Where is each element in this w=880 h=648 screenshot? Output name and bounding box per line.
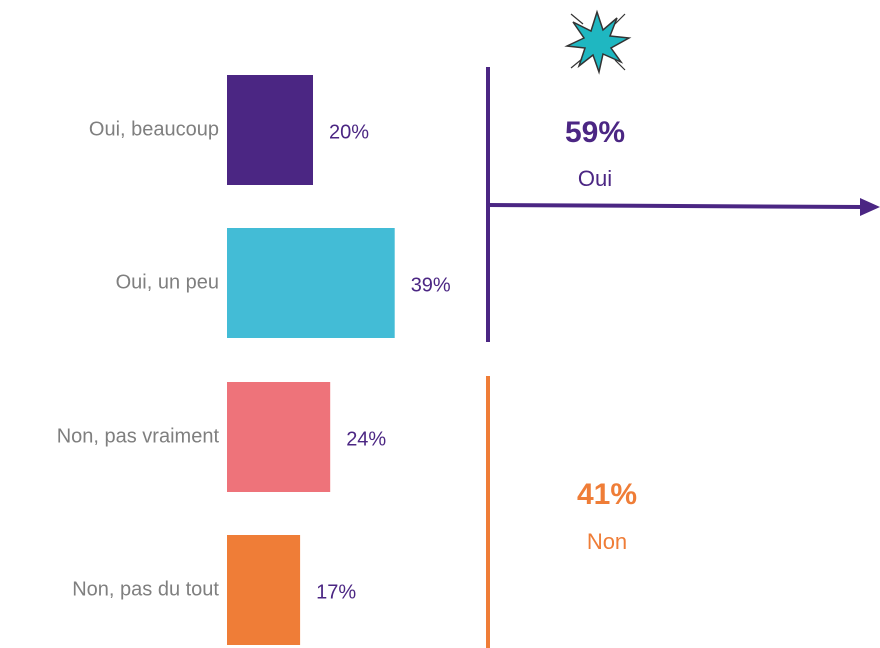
bar xyxy=(227,228,395,338)
burst-icon xyxy=(564,9,632,75)
category-label: Oui, beaucoup xyxy=(89,118,219,140)
category-label: Oui, un peu xyxy=(116,271,219,293)
group-name: Non xyxy=(587,529,627,554)
group-value: 59% xyxy=(565,116,625,149)
value-label: 17% xyxy=(316,581,356,603)
arrow-head xyxy=(860,198,880,216)
arrow-line xyxy=(487,203,863,209)
bar xyxy=(227,75,313,185)
value-label: 20% xyxy=(329,121,369,143)
bar xyxy=(227,382,331,492)
group-value: 41% xyxy=(577,478,637,511)
group-name: Oui xyxy=(578,166,612,191)
bar xyxy=(227,535,301,645)
value-label: 39% xyxy=(411,274,451,296)
category-label: Non, pas vraiment xyxy=(57,425,220,447)
category-label: Non, pas du tout xyxy=(72,578,219,600)
value-label: 24% xyxy=(346,428,386,450)
